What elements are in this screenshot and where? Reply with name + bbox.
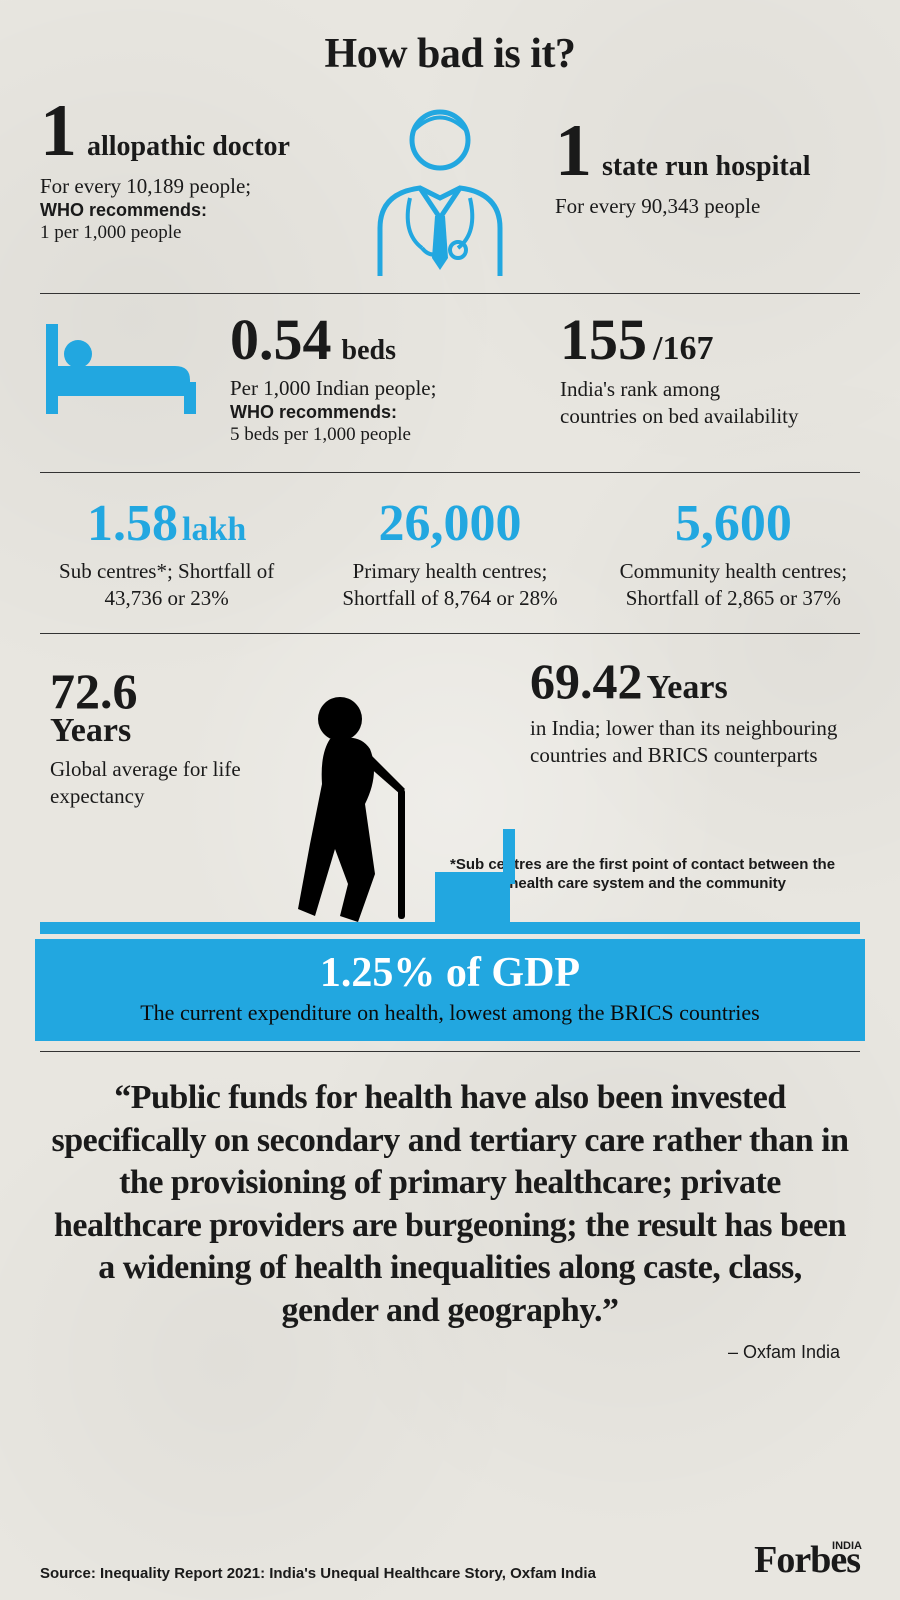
stat-sub: For every 90,343 people	[555, 193, 860, 220]
who-value: 1 per 1,000 people	[40, 221, 345, 245]
stat-number: 1	[555, 110, 592, 192]
stat-primary-centres: 26,000 Primary health centres; Shortfall…	[323, 498, 576, 613]
stat-community-centres: 5,600 Community health centres; Shortfal…	[607, 498, 860, 613]
quote-attribution: – Oxfam India	[40, 1342, 860, 1363]
row-doctors: 1 allopathic doctor For every 10,189 peo…	[40, 98, 860, 294]
stat-number: 155	[560, 307, 647, 372]
who-label: WHO recommends:	[230, 402, 530, 423]
stat-sub: Per 1,000 Indian people;	[230, 375, 530, 402]
footer: Source: Inequality Report 2021: India's …	[40, 1538, 860, 1582]
stat-number: 5,600	[607, 498, 860, 550]
stat-denom: /167	[653, 330, 713, 367]
stat-beds: 0.54 beds Per 1,000 Indian people; WHO r…	[230, 314, 530, 447]
stat-sub: India's rank among countries on bed avai…	[560, 376, 800, 431]
stat-number: 1	[40, 90, 77, 172]
logo-region: INDIA	[832, 1540, 862, 1552]
stat-number: 0.54	[230, 307, 332, 372]
stat-state-hospital: 1 state run hospital For every 90,343 pe…	[535, 98, 860, 220]
stat-bed-rank: 155/167 India's rank among countries on …	[560, 314, 860, 431]
stat-sub: For every 10,189 people;	[40, 173, 345, 200]
row-beds: 0.54 beds Per 1,000 Indian people; WHO r…	[40, 314, 860, 473]
forbes-logo: ForbesINDIA	[754, 1538, 860, 1582]
stat-headline: state run hospital	[602, 151, 810, 182]
source-line: Source: Inequality Report 2021: India's …	[40, 1565, 596, 1582]
row-centres: 1.58 lakh Sub centres*; Shortfall of 43,…	[40, 498, 860, 634]
stat-unit: beds	[342, 335, 396, 366]
stat-headline: allopathic doctor	[87, 131, 290, 162]
who-value: 5 beds per 1,000 people	[230, 423, 530, 447]
gdp-sub: The current expenditure on health, lowes…	[55, 999, 845, 1028]
elderly-stairs-icon	[40, 684, 860, 939]
stat-number: 26,000	[323, 498, 576, 550]
stat-allopathic-doctor: 1 allopathic doctor For every 10,189 peo…	[40, 98, 345, 245]
stat-sub: Primary health centres; Shortfall of 8,7…	[323, 558, 576, 613]
gdp-band: 1.25% of GDP The current expenditure on …	[35, 939, 865, 1042]
quote-text: “Public funds for health have also been …	[40, 1077, 860, 1332]
doctor-icon	[345, 98, 535, 278]
row-life-expectancy: 72.6 Years Global average for life expec…	[40, 649, 860, 939]
stat-unit: lakh	[182, 511, 246, 548]
bed-icon	[40, 314, 200, 429]
stat-number: 1.58	[87, 495, 178, 552]
stat-sub-centres: 1.58 lakh Sub centres*; Shortfall of 43,…	[40, 498, 293, 613]
stat-sub: Sub centres*; Shortfall of 43,736 or 23%	[40, 558, 293, 613]
divider	[40, 1051, 860, 1052]
gdp-value: 1.25% of GDP	[55, 949, 845, 997]
stat-sub: Community health centres; Shortfall of 2…	[607, 558, 860, 613]
who-label: WHO recommends:	[40, 200, 345, 221]
page-title: How bad is it?	[40, 30, 860, 78]
